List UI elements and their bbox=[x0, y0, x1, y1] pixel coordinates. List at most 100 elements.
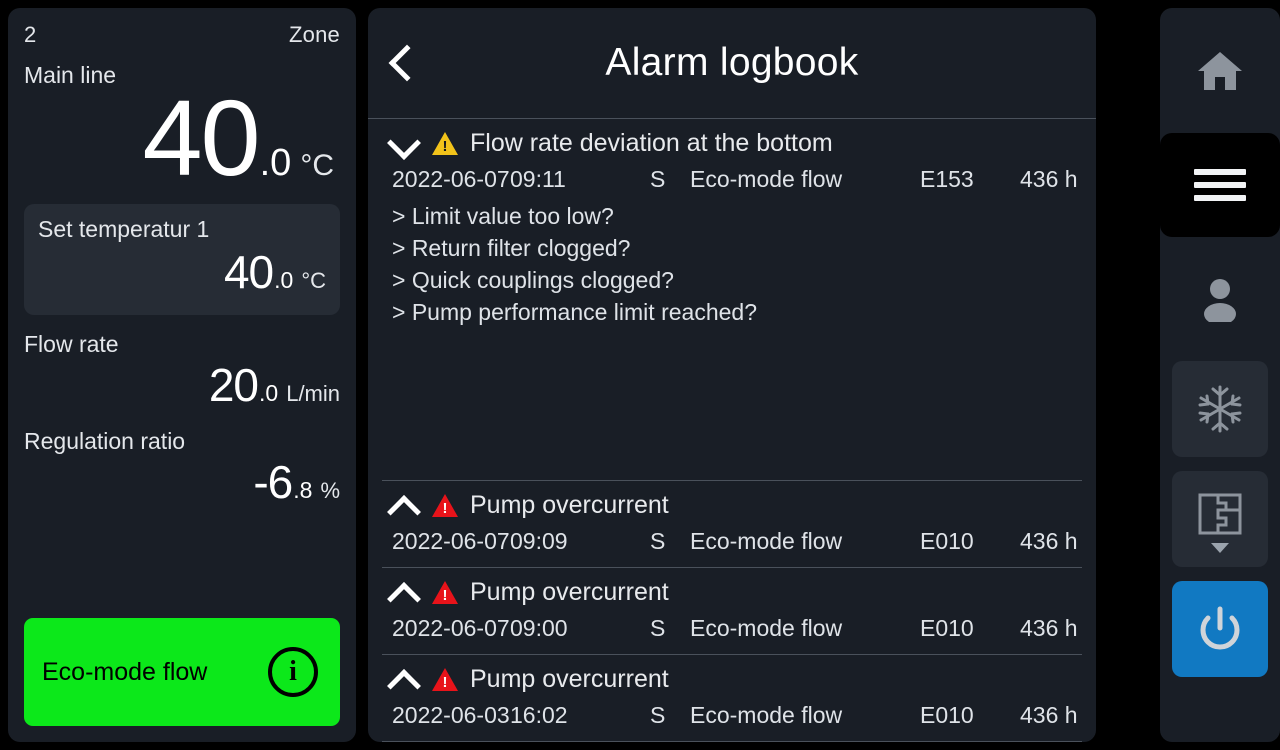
alarm-entry[interactable]: ! Flow rate deviation at the bottom 2022… bbox=[382, 119, 1082, 329]
chevron-up-icon[interactable] bbox=[386, 667, 420, 693]
set-temperature-caption: Set temperatur 1 bbox=[38, 216, 210, 243]
alarm-hours: 436 h bbox=[1020, 528, 1078, 554]
alarm-mode: Eco-mode flow bbox=[690, 528, 843, 554]
alarm-header[interactable]: ! Flow rate deviation at the bottom bbox=[382, 127, 1082, 160]
alarm-code: E153 bbox=[920, 166, 974, 192]
alarm-source: S bbox=[650, 166, 666, 192]
alarm-hours: 436 h bbox=[1020, 166, 1078, 192]
zone-label: Zone bbox=[289, 22, 340, 47]
alarm-header[interactable]: ! Pump overcurrent bbox=[382, 576, 1082, 609]
zone-header: 2 Zone bbox=[24, 22, 340, 48]
alarm-entry[interactable]: ! Pump overcurrent 2022-06-03 16:02 S Ec… bbox=[382, 655, 1082, 741]
eco-mode-flow-label: Eco-mode flow bbox=[42, 657, 208, 686]
alarm-date: 2022-06-03 bbox=[392, 702, 510, 728]
warning-triangle-icon: ! bbox=[432, 132, 458, 155]
set-temperature-card[interactable]: Set temperatur 1 40 .0 °C bbox=[24, 204, 340, 316]
flow-rate-caption: Flow rate bbox=[24, 331, 119, 358]
chevron-down-icon[interactable] bbox=[386, 131, 420, 157]
chevron-up-icon[interactable] bbox=[386, 580, 420, 606]
chevron-down-icon[interactable] bbox=[1211, 543, 1229, 553]
alarm-date: 2022-06-07 bbox=[392, 615, 510, 641]
regulation-ratio-caption: Regulation ratio bbox=[24, 428, 186, 455]
flow-rate-unit: L/min bbox=[286, 381, 340, 407]
alarm-code: E010 bbox=[920, 615, 974, 641]
alarm-date: 2022-06-07 bbox=[392, 166, 510, 192]
alarm-hint: > Pump performance limit reached? bbox=[392, 298, 757, 325]
alarm-source: S bbox=[650, 702, 666, 728]
right-sidebar bbox=[1160, 8, 1280, 742]
eco-mode-flow-button[interactable]: Eco-mode flow i bbox=[24, 618, 340, 726]
alarm-detail-row: 2022-06-07 09:00 S Eco-mode flow E010 43… bbox=[382, 609, 1082, 648]
alarm-mode: Eco-mode flow bbox=[690, 166, 843, 192]
menu-icon bbox=[1194, 162, 1246, 208]
alarm-entry[interactable]: ! Pump overcurrent 2022-06-07 09:09 S Ec… bbox=[382, 481, 1082, 567]
alarm-triangle-icon: ! bbox=[432, 494, 458, 517]
alarm-time: 16:02 bbox=[510, 702, 568, 728]
set-temperature-readout: 40 .0 °C bbox=[38, 245, 326, 299]
alarm-divider bbox=[382, 567, 1082, 568]
flow-rate-decimal: .0 bbox=[259, 380, 279, 407]
alarm-detail-row: 2022-06-07 09:11 S Eco-mode flow E153 43… bbox=[382, 160, 1082, 199]
regulation-ratio-value: -6 bbox=[253, 456, 293, 509]
main-temperature-unit: °C bbox=[300, 149, 334, 182]
sidebar-item-user[interactable] bbox=[1172, 251, 1268, 347]
sidebar-item-mold[interactable] bbox=[1172, 471, 1268, 567]
alarm-hint-list: > Limit value too low? > Return filter c… bbox=[382, 199, 1082, 329]
alarm-triangle-icon: ! bbox=[432, 581, 458, 604]
alarm-date: 2022-06-07 bbox=[392, 528, 510, 554]
regulation-ratio-metric: Regulation ratio -6 .8 % bbox=[24, 428, 340, 509]
alarm-hint: > Quick couplings clogged? bbox=[392, 266, 674, 293]
alarm-hours: 436 h bbox=[1020, 702, 1078, 728]
set-temperature-unit: °C bbox=[301, 268, 326, 294]
alarm-hint: > Return filter clogged? bbox=[392, 234, 631, 261]
regulation-ratio-unit: % bbox=[320, 478, 340, 504]
alarm-divider bbox=[382, 654, 1082, 655]
alarm-code: E010 bbox=[920, 702, 974, 728]
alarm-title: Pump overcurrent bbox=[470, 665, 669, 693]
set-temperature-value: 40 bbox=[223, 246, 274, 299]
alarm-time: 09:00 bbox=[510, 615, 568, 641]
alarm-time: 09:09 bbox=[510, 528, 568, 554]
alarm-detail-row: 2022-06-03 16:02 S Eco-mode flow E010 43… bbox=[382, 696, 1082, 735]
main-line-label: Main line bbox=[24, 62, 117, 88]
regulation-ratio-decimal: .8 bbox=[293, 477, 313, 504]
chevron-left-icon[interactable] bbox=[386, 41, 420, 85]
sidebar-item-home[interactable] bbox=[1172, 23, 1268, 119]
logbook-header: Alarm logbook bbox=[368, 8, 1096, 118]
alarm-header[interactable]: ! Pump overcurrent bbox=[382, 489, 1082, 522]
alarm-triangle-icon: ! bbox=[432, 668, 458, 691]
alarm-hours: 436 h bbox=[1020, 615, 1078, 641]
alarm-mode: Eco-mode flow bbox=[690, 615, 843, 641]
main-temperature-readout: 40 .0 °C bbox=[24, 77, 334, 198]
alarm-title: Flow rate deviation at the bottom bbox=[470, 129, 833, 157]
alarm-entry[interactable]: ! Pump overcurrent 2022-06-07 09:00 S Ec… bbox=[382, 568, 1082, 654]
snowflake-icon bbox=[1198, 385, 1242, 433]
alarm-logbook-panel: Alarm logbook ! Flow rate deviation at t… bbox=[368, 8, 1096, 742]
info-icon[interactable]: i bbox=[268, 647, 318, 697]
alarm-divider bbox=[382, 480, 1082, 481]
sidebar-item-cooling[interactable] bbox=[1172, 361, 1268, 457]
flow-rate-metric: Flow rate 20 .0 L/min bbox=[24, 331, 340, 412]
alarm-code: E010 bbox=[920, 528, 974, 554]
zone-number: 2 bbox=[24, 22, 37, 47]
main-temperature-value: 40 bbox=[142, 77, 260, 198]
flow-rate-value: 20 bbox=[208, 359, 259, 412]
alarm-source: S bbox=[650, 528, 666, 554]
list-spacer bbox=[382, 329, 1082, 480]
chevron-up-icon[interactable] bbox=[386, 493, 420, 519]
sidebar-item-menu[interactable] bbox=[1160, 133, 1280, 237]
alarm-source: S bbox=[650, 615, 666, 641]
regulation-ratio-readout: -6 .8 % bbox=[24, 455, 340, 509]
alarm-detail-row: 2022-06-07 09:09 S Eco-mode flow E010 43… bbox=[382, 522, 1082, 561]
main-temperature-decimal: .0 bbox=[259, 142, 292, 184]
set-temperature-decimal: .0 bbox=[274, 267, 294, 294]
alarm-header[interactable]: ! Pump overcurrent bbox=[382, 663, 1082, 696]
alarm-title: Pump overcurrent bbox=[470, 491, 669, 519]
alarm-mode: Eco-mode flow bbox=[690, 702, 843, 728]
sidebar-item-power[interactable] bbox=[1172, 581, 1268, 677]
alarm-list[interactable]: ! Flow rate deviation at the bottom 2022… bbox=[368, 119, 1096, 742]
alarm-time: 09:11 bbox=[510, 166, 566, 192]
alarm-hint: > Limit value too low? bbox=[392, 203, 614, 229]
zone-panel: 2 Zone Main line 40 .0 °C Set temperatur… bbox=[8, 8, 356, 742]
